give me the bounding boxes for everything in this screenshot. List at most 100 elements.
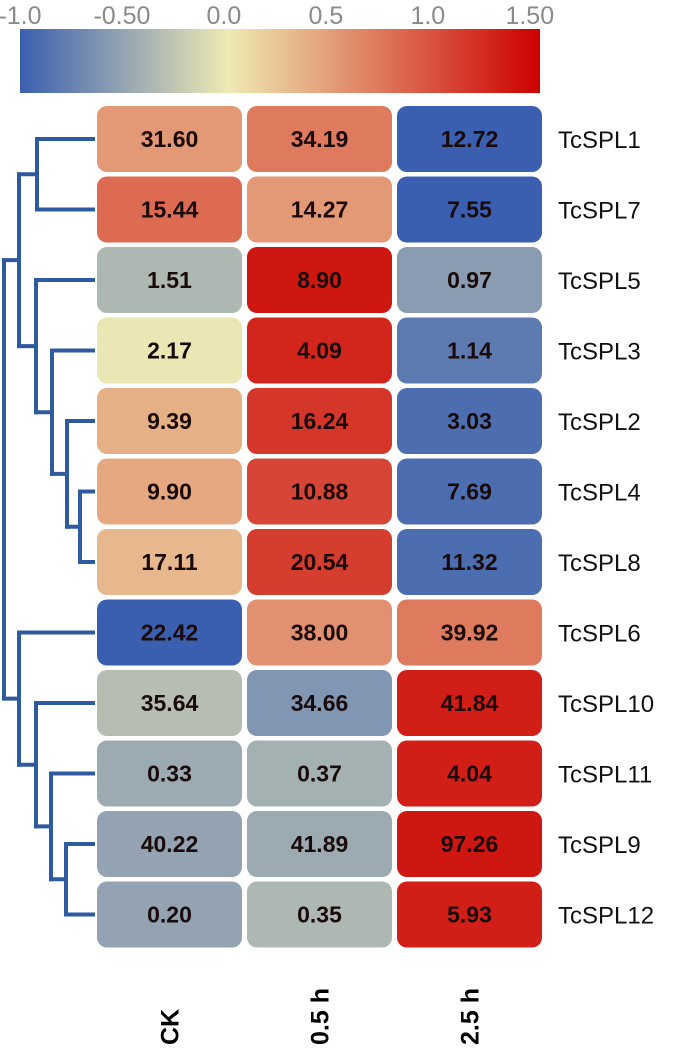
heatmap-cell <box>97 811 242 877</box>
colorbar: -1.0 -0.50 0.0 0.5 1.0 1.50 <box>0 2 554 93</box>
heatmap-cell <box>397 176 542 243</box>
row-label: TcSPL1 <box>558 127 641 154</box>
heatmap-cell <box>247 176 392 243</box>
heatmap-cell <box>397 388 542 454</box>
heatmap-cell <box>247 247 392 313</box>
row-label: TcSPL3 <box>558 339 641 366</box>
cell-value-label: 1.51 <box>147 267 192 293</box>
heatmap-cell <box>397 529 542 595</box>
cell-value-label: 15.44 <box>141 197 199 223</box>
cell-value-label: 34.19 <box>291 126 349 152</box>
cell-value-label: 8.90 <box>297 267 342 293</box>
heatmap-cell <box>97 388 242 454</box>
heatmap-cell <box>247 106 392 172</box>
column-label: CK <box>157 1009 185 1045</box>
colorbar-tick-label: -1.0 <box>0 2 42 30</box>
cell-value-label: 20.54 <box>291 549 349 575</box>
heatmap-cell <box>247 811 392 877</box>
cell-value-label: 17.11 <box>141 549 197 575</box>
row-dendrogram <box>2 137 95 917</box>
heatmap-cell <box>397 811 542 877</box>
cell-value-label: 14.27 <box>291 197 349 223</box>
cell-value-label: 22.42 <box>141 620 199 646</box>
heatmap-cell <box>397 458 542 525</box>
heatmap-cell <box>397 106 542 172</box>
cell-value-label: 10.88 <box>291 479 349 505</box>
heatmap-cell <box>247 881 392 948</box>
cell-value-label: 0.33 <box>147 761 192 787</box>
cell-value-label: 39.92 <box>441 620 499 646</box>
heatmap-cell <box>247 458 392 525</box>
heatmap-cell <box>247 599 392 666</box>
heatmap-cell <box>397 247 542 313</box>
row-label: TcSPL5 <box>558 268 641 295</box>
cell-value-label: 9.90 <box>147 479 192 505</box>
cell-value-label: 97.26 <box>441 831 499 857</box>
cell-value-label: 31.60 <box>141 126 199 152</box>
row-label: TcSPL2 <box>558 409 641 436</box>
heatmap-cell <box>97 670 242 736</box>
heatmap-cells: 31.60 34.19 12.72 15.44 14.27 7.55 1.51 8.90 0.9… <box>97 106 542 948</box>
cell-value-label: 35.64 <box>141 690 199 716</box>
cell-value-label: 7.69 <box>447 479 492 505</box>
cell-value-label: 34.66 <box>291 690 349 716</box>
row-label: TcSPL7 <box>558 198 641 225</box>
column-label: 0.5 h <box>307 988 335 1045</box>
cell-value-label: 4.09 <box>297 338 342 364</box>
heatmap-cell <box>397 881 542 948</box>
column-labels: CK 0.5 h 2.5 h <box>157 988 485 1045</box>
cell-value-label: 0.20 <box>147 902 192 928</box>
heatmap-cell <box>247 529 392 595</box>
row-label: TcSPL8 <box>558 550 641 577</box>
heatmap-cell <box>397 670 542 736</box>
colorbar-gradient <box>20 29 540 93</box>
colorbar-tick-label: -0.50 <box>93 2 150 30</box>
cell-value-label: 0.37 <box>297 761 342 787</box>
cell-value-label: 0.35 <box>297 902 342 928</box>
heatmap-cell <box>97 247 242 313</box>
heatmap-cell <box>247 317 392 384</box>
cell-value-label: 7.55 <box>447 197 492 223</box>
heatmap-cell <box>97 317 242 384</box>
colorbar-tick-label: 0.0 <box>207 2 242 30</box>
heatmap-cell <box>397 317 542 384</box>
cell-value-label: 2.17 <box>147 338 192 364</box>
row-label: TcSPL4 <box>558 480 641 507</box>
cell-value-label: 5.93 <box>447 902 492 928</box>
heatmap-cell <box>397 740 542 807</box>
heatmap-cell <box>247 740 392 807</box>
heatmap-cell <box>97 458 242 525</box>
colorbar-tick-label: 0.5 <box>308 2 343 30</box>
cell-value-label: 41.89 <box>291 831 349 857</box>
heatmap-cell <box>97 529 242 595</box>
heatmap-cell <box>247 670 392 736</box>
cell-value-label: 1.14 <box>447 338 492 364</box>
cell-value-label: 41.84 <box>441 690 499 716</box>
row-labels: TcSPL1 TcSPL7 TcSPL5 TcSPL3 TcSPL2 TcSPL4 TcSP… <box>558 127 654 930</box>
heatmap-cell <box>97 881 242 948</box>
row-label: TcSPL9 <box>558 832 641 859</box>
row-label: TcSPL12 <box>558 903 654 930</box>
heatmap-cell <box>397 599 542 666</box>
cell-value-label: 9.39 <box>147 408 192 434</box>
cell-value-label: 40.22 <box>141 831 199 857</box>
cell-value-label: 11.32 <box>441 549 497 575</box>
heatmap-cell <box>97 106 242 172</box>
cell-value-label: 3.03 <box>447 408 492 434</box>
cell-value-label: 38.00 <box>291 620 349 646</box>
column-label: 2.5 h <box>457 988 485 1045</box>
colorbar-tick-label: 1.50 <box>505 2 554 30</box>
colorbar-tick-label: 1.0 <box>410 2 445 30</box>
heatmap-cell <box>247 388 392 454</box>
cell-value-label: 4.04 <box>447 761 492 787</box>
row-label: TcSPL11 <box>558 762 652 789</box>
cell-value-label: 0.97 <box>447 267 492 293</box>
heatmap-cell <box>97 176 242 243</box>
cell-value-label: 12.72 <box>441 126 499 152</box>
heatmap-cell <box>97 599 242 666</box>
heatmap-cell <box>97 740 242 807</box>
cell-value-label: 16.24 <box>291 408 349 434</box>
row-label: TcSPL10 <box>558 691 654 718</box>
row-label: TcSPL6 <box>558 621 641 648</box>
